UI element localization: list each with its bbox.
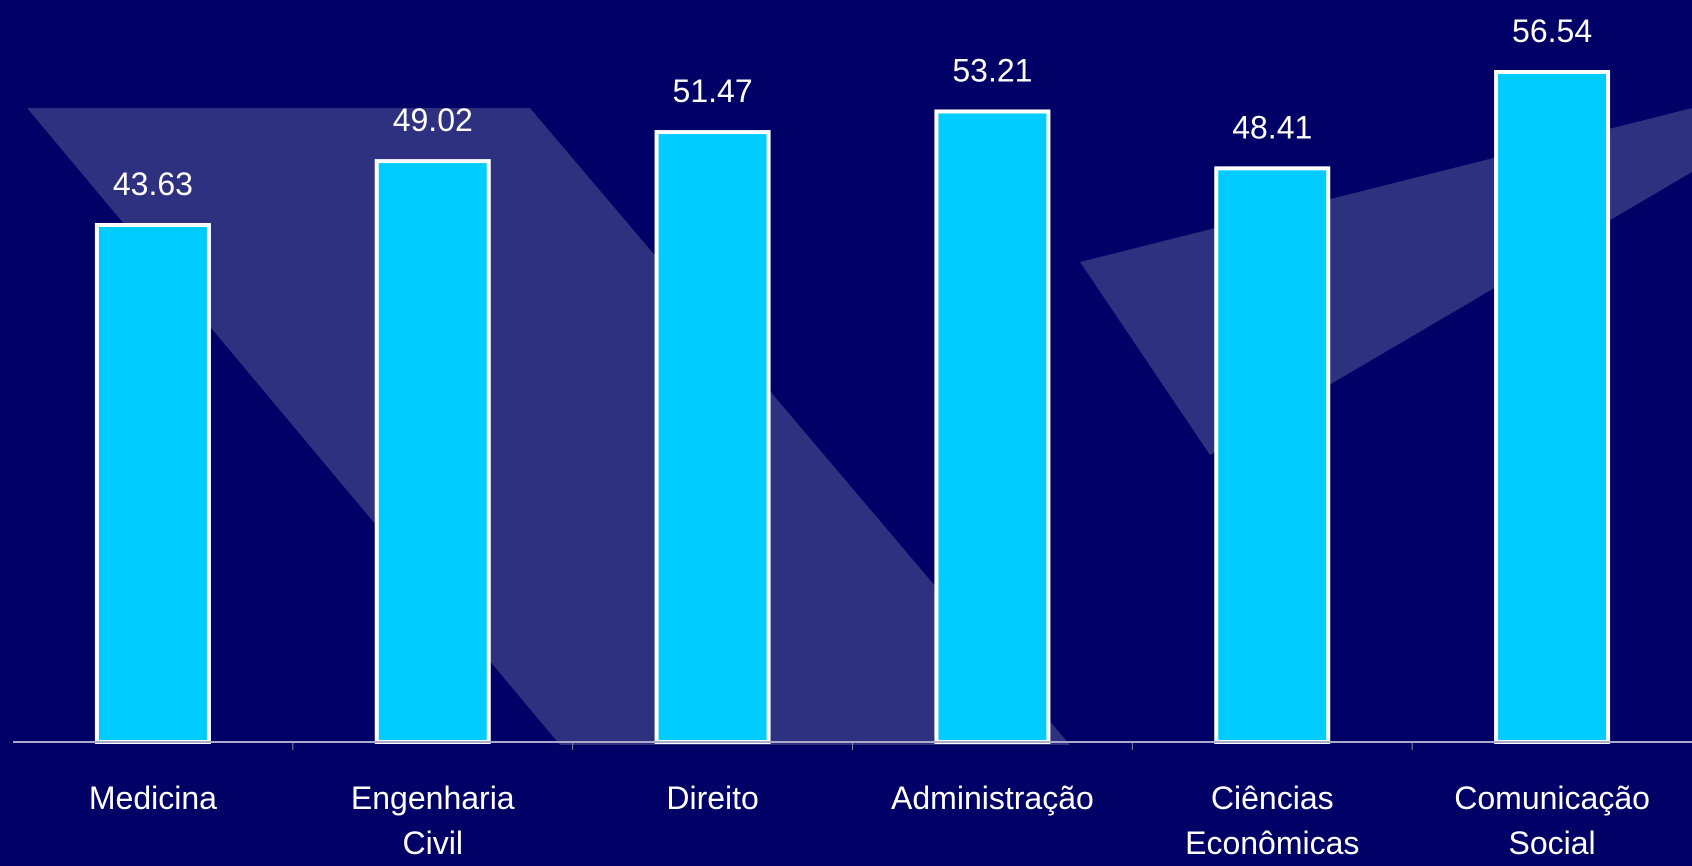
value-label: 56.54 <box>1512 13 1592 49</box>
bar <box>654 130 771 744</box>
logo-stroke-left <box>27 108 1070 745</box>
value-label: 43.63 <box>113 166 193 202</box>
value-label: 51.47 <box>673 73 753 109</box>
value-label: 49.02 <box>393 102 473 138</box>
value-label: 48.41 <box>1232 109 1312 145</box>
x-tick-label: Ciências Econômicas <box>1185 780 1359 861</box>
bar <box>934 109 1051 745</box>
bar <box>94 222 211 744</box>
x-tick-label: Administração <box>891 780 1094 816</box>
x-tick-label: Medicina <box>89 780 217 816</box>
bar <box>374 159 491 745</box>
x-tick-label: Engenharia Civil <box>351 780 515 861</box>
x-tick-label: Direito <box>666 780 758 816</box>
value-label: 53.21 <box>952 52 1032 88</box>
x-tick-label: Comunicação Social <box>1454 780 1650 861</box>
bar <box>1494 70 1611 745</box>
bar <box>1214 166 1331 745</box>
